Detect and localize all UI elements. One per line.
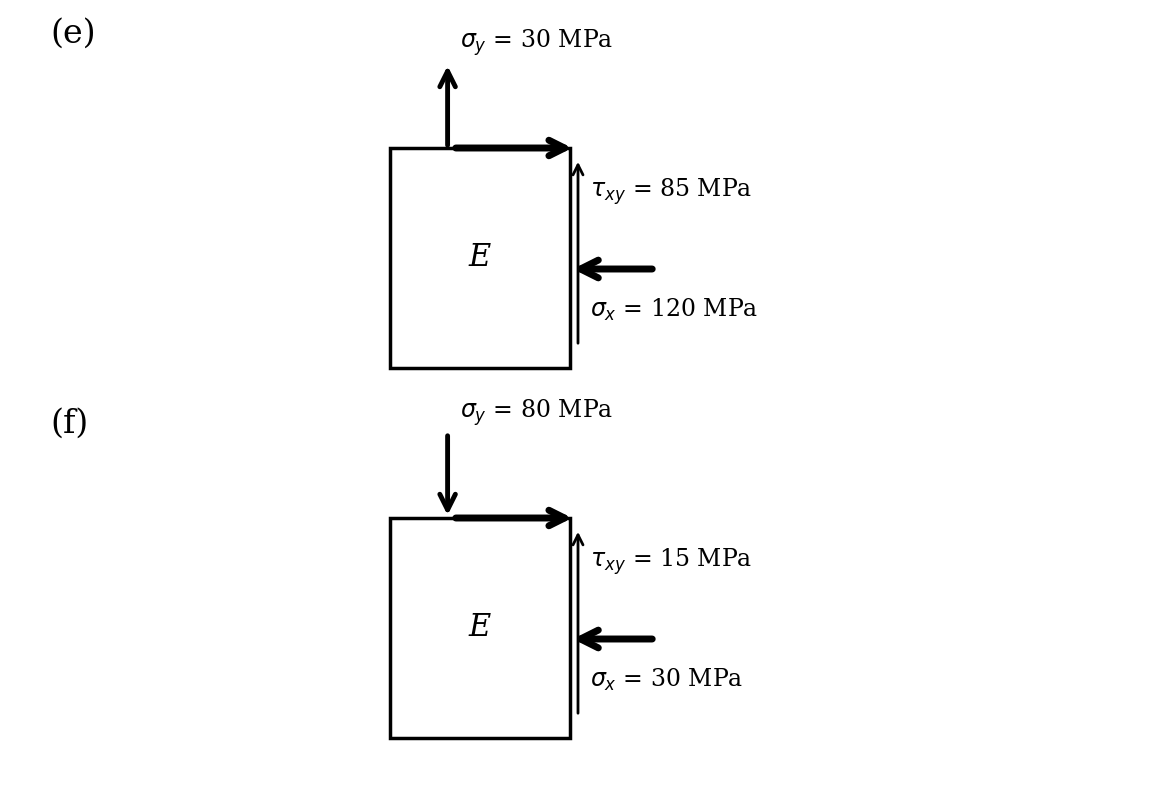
Text: $\tau_{xy}$ = 15 MPa: $\tau_{xy}$ = 15 MPa: [591, 547, 753, 578]
Text: $\sigma_x$ = 30 MPa: $\sigma_x$ = 30 MPa: [591, 667, 743, 693]
Text: $\sigma_x$ = 120 MPa: $\sigma_x$ = 120 MPa: [591, 297, 758, 323]
Text: $\sigma_y$ = 30 MPa: $\sigma_y$ = 30 MPa: [459, 27, 613, 58]
Text: $\sigma_y$ = 80 MPa: $\sigma_y$ = 80 MPa: [459, 398, 613, 428]
Text: E: E: [468, 612, 491, 643]
Bar: [390, 148, 571, 368]
Text: (f): (f): [50, 408, 88, 440]
Text: E: E: [468, 242, 491, 273]
Text: $\tau_{xy}$ = 85 MPa: $\tau_{xy}$ = 85 MPa: [591, 177, 753, 208]
Text: (e): (e): [50, 18, 95, 50]
Bar: [390, 518, 571, 738]
